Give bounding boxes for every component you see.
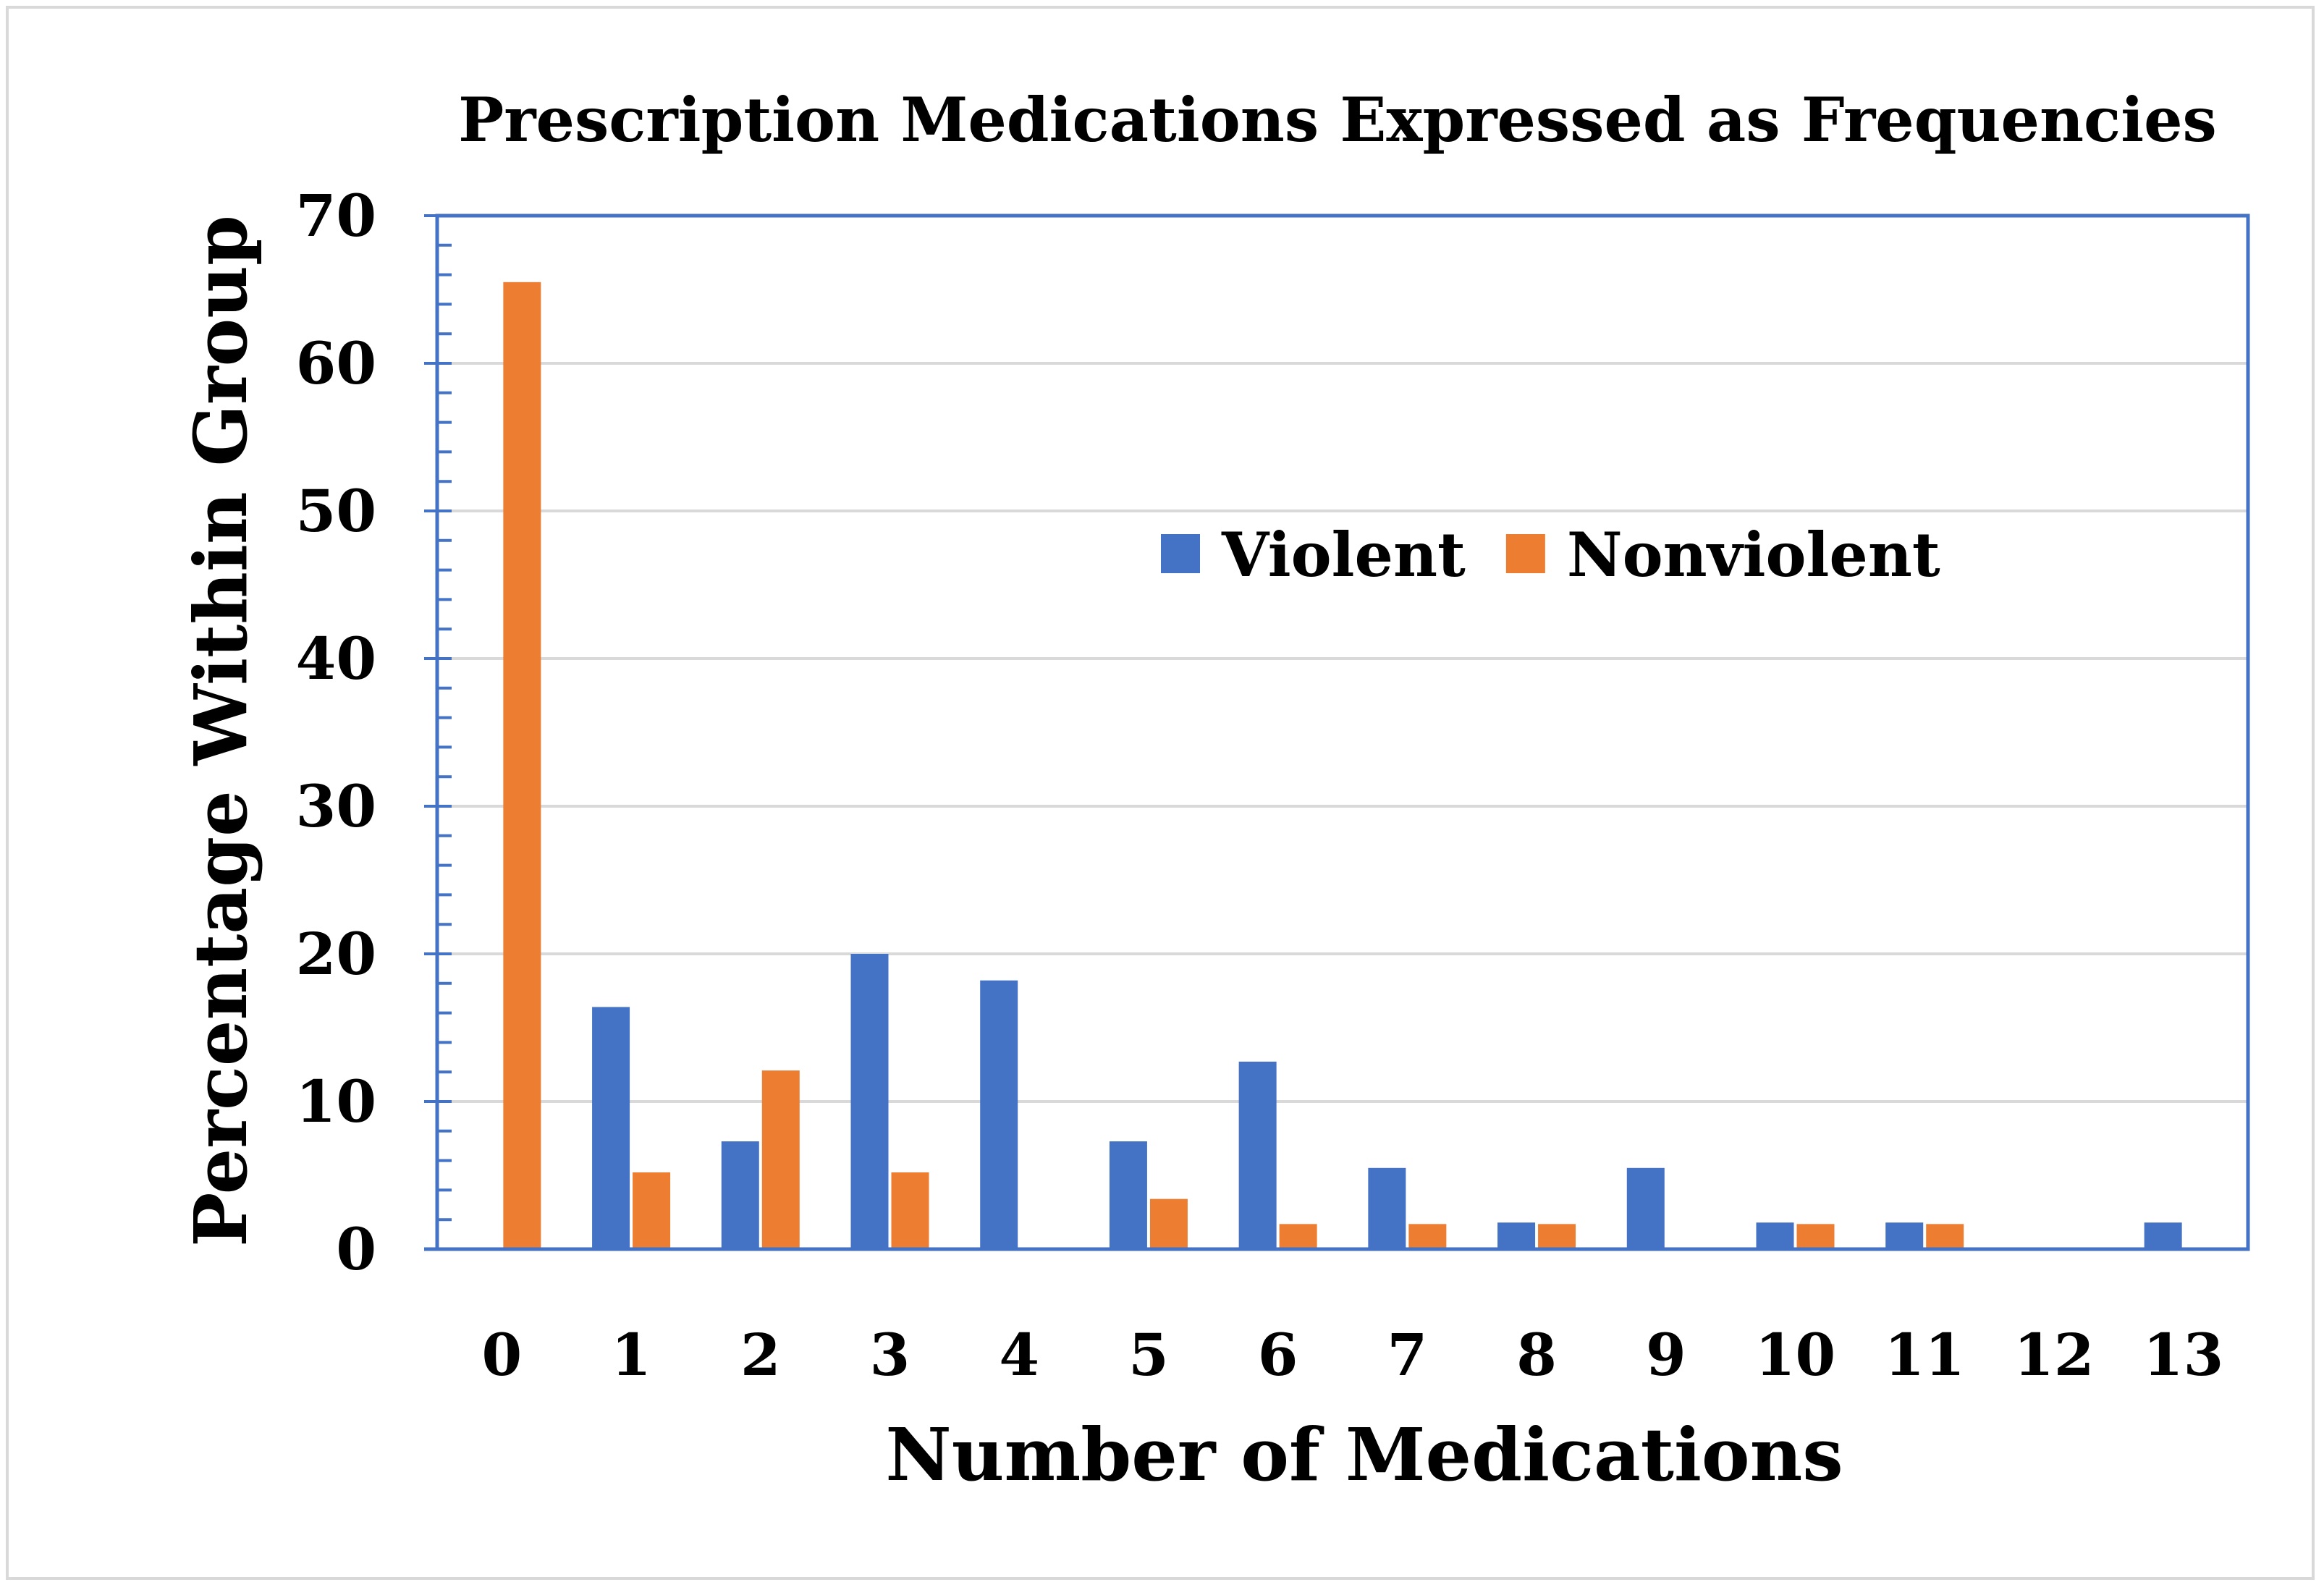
bar-violent-7 xyxy=(1368,1167,1406,1249)
legend-swatch-nonviolent xyxy=(1505,534,1545,573)
legend: Violent Nonviolent xyxy=(1161,519,1940,591)
y-tick-label-60: 60 xyxy=(296,329,376,397)
bar-nonviolent-10 xyxy=(1796,1224,1835,1249)
gridlines xyxy=(437,362,2248,1103)
x-tick-label-11: 11 xyxy=(1885,1321,1965,1389)
x-tick-label-6: 6 xyxy=(1258,1321,1298,1389)
bar-nonviolent-2 xyxy=(761,1070,800,1249)
bar-violent-1 xyxy=(592,1007,630,1249)
x-tick-label-9: 9 xyxy=(1646,1321,1686,1389)
plot-area-border xyxy=(435,213,2250,1251)
bar-nonviolent-1 xyxy=(633,1172,671,1249)
y-tick-label-70: 70 xyxy=(296,182,376,250)
x-tick-label-7: 7 xyxy=(1387,1321,1428,1389)
x-tick-label-3: 3 xyxy=(870,1321,910,1389)
x-tick-label-1: 1 xyxy=(611,1321,651,1389)
y-tick-label-20: 20 xyxy=(296,920,376,988)
bar-violent-3 xyxy=(850,954,889,1249)
bar-violent-13 xyxy=(2144,1222,2182,1249)
legend-label-violent: Violent xyxy=(1221,519,1466,591)
x-tick-label-5: 5 xyxy=(1128,1321,1169,1389)
y-tick-label-40: 40 xyxy=(296,625,376,693)
x-tick-label-8: 8 xyxy=(1516,1321,1557,1389)
x-axis-label: Number of Medications xyxy=(885,1412,1843,1497)
legend-swatch-violent xyxy=(1161,534,1200,573)
y-tick-labels: 0 10 20 30 40 50 60 70 xyxy=(296,182,376,1283)
bar-nonviolent-8 xyxy=(1538,1224,1576,1249)
x-tick-label-10: 10 xyxy=(1755,1321,1835,1389)
x-tick-label-0: 0 xyxy=(482,1321,523,1389)
bar-nonviolent-3 xyxy=(891,1172,929,1249)
bar-violent-4 xyxy=(980,980,1018,1249)
y-tick-label-10: 10 xyxy=(296,1067,376,1136)
bar-nonviolent-7 xyxy=(1408,1224,1447,1249)
y-tick-label-50: 50 xyxy=(296,477,376,545)
bar-nonviolent-5 xyxy=(1149,1198,1188,1249)
y-tick-label-0: 0 xyxy=(336,1215,376,1283)
x-tick-label-12: 12 xyxy=(2014,1321,2094,1389)
legend-label-nonviolent: Nonviolent xyxy=(1567,519,1940,591)
chart-title: Prescription Medications Expressed as Fr… xyxy=(458,84,2217,156)
bar-violent-8 xyxy=(1497,1222,1536,1249)
bar-violent-2 xyxy=(721,1141,759,1249)
bar-nonviolent-11 xyxy=(1926,1224,1964,1249)
y-tick-label-30: 30 xyxy=(296,772,376,840)
bar-violent-10 xyxy=(1756,1222,1794,1249)
bar-violent-11 xyxy=(1885,1222,1924,1249)
x-tick-label-2: 2 xyxy=(740,1321,781,1389)
bar-nonviolent-6 xyxy=(1279,1224,1317,1249)
y-axis-label: Percentage Within Group xyxy=(178,215,263,1247)
bars xyxy=(503,282,2182,1249)
bar-violent-5 xyxy=(1109,1141,1147,1249)
axes xyxy=(424,213,2250,1251)
x-tick-label-13: 13 xyxy=(2143,1321,2223,1389)
bar-nonviolent-0 xyxy=(503,282,541,1249)
bar-violent-9 xyxy=(1626,1167,1665,1249)
x-tick-label-4: 4 xyxy=(999,1321,1039,1389)
x-tick-labels: 0 1 2 3 4 5 6 7 8 9 10 11 12 13 xyxy=(482,1321,2224,1389)
bar-violent-6 xyxy=(1238,1061,1277,1249)
chart-frame xyxy=(6,6,2315,1580)
